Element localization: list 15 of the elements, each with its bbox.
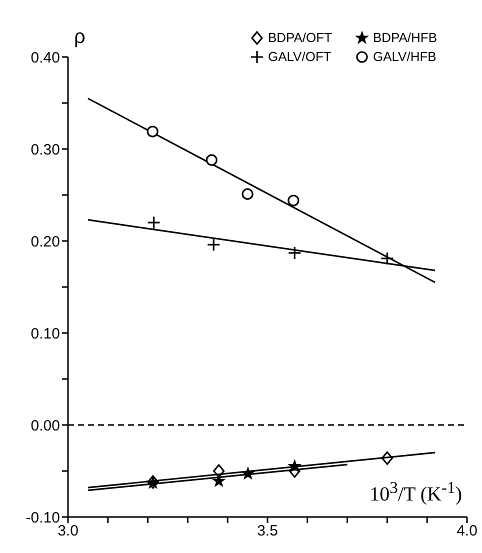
legend-label: GALV/HFB xyxy=(373,49,436,64)
y-tick-label: -0.10 xyxy=(26,509,60,526)
x-axis-title: 10$^{3}$/T (K$^{-1}$) xyxy=(370,478,462,507)
y-tick-label: 0.40 xyxy=(30,49,60,66)
x-tick-label: 3.5 xyxy=(257,522,278,540)
y-tick-label: 0.10 xyxy=(30,325,60,342)
y-axis-title: ρ xyxy=(74,26,86,49)
y-tick-label: 0.30 xyxy=(30,141,60,158)
legend-label: GALV/OFT xyxy=(268,49,332,64)
legend-label: BDPA/OFT xyxy=(268,30,332,45)
x-tick-label: 4.0 xyxy=(456,522,478,540)
y-tick-label: 0.20 xyxy=(30,233,60,250)
legend-label: BDPA/HFB xyxy=(373,30,438,45)
y-tick-label: 0.00 xyxy=(30,417,60,434)
x-tick-label: 3.0 xyxy=(58,522,78,540)
